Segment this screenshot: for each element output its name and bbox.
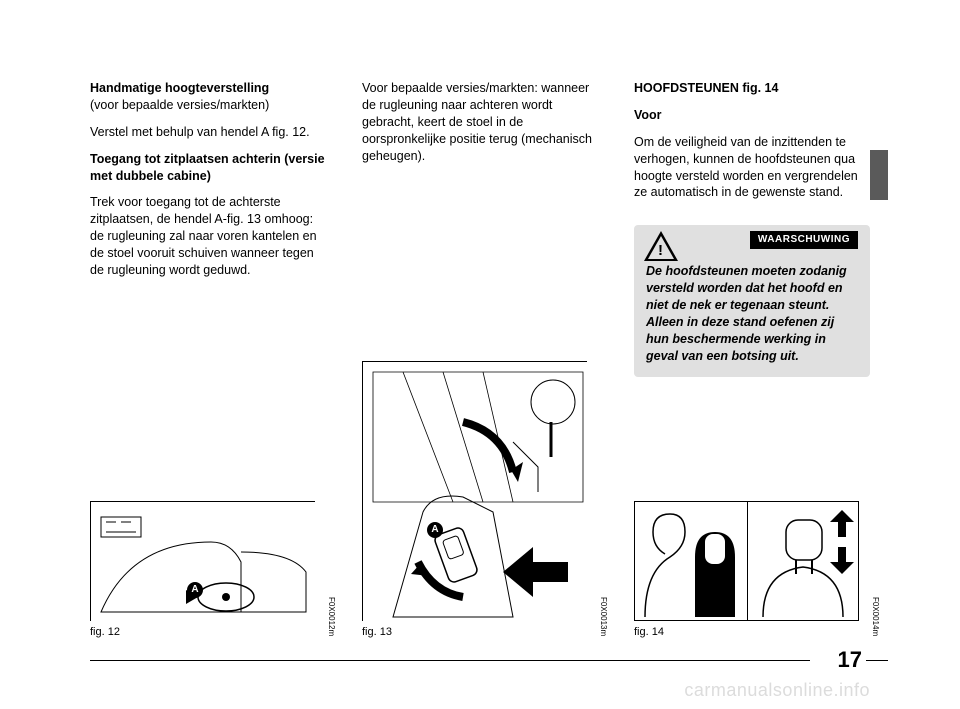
column-1: Handmatige hoogteverstelling (voor bepaa… xyxy=(90,80,326,640)
content-columns: Handmatige hoogteverstelling (voor bepaa… xyxy=(90,80,870,640)
warning-triangle-icon: ! xyxy=(644,231,678,261)
warning-box: ! WAARSCHUWING De hoofdsteunen moeten zo… xyxy=(634,225,870,376)
bottom-rule-right xyxy=(866,660,888,661)
figure-14-code: F0X0014m xyxy=(869,597,880,636)
figure-13: A xyxy=(362,361,587,621)
figure-12-wrap: A F0X0012m fig. 12 xyxy=(90,501,326,640)
figure-14-right xyxy=(748,502,860,620)
section-tab xyxy=(870,150,888,200)
figure-13-art xyxy=(363,362,588,622)
col3-heading-2: Voor xyxy=(634,107,870,124)
figure-12-art xyxy=(91,502,316,622)
col1-para-2: Trek voor toegang tot de achterste zitpl… xyxy=(90,194,326,278)
warning-text: De hoofdsteunen moeten zodanig versteld … xyxy=(646,263,858,364)
figure-12-caption: fig. 12 xyxy=(90,625,120,640)
col2-para-1: Voor bepaalde versies/markten: wanneer d… xyxy=(362,80,598,164)
figure-12: A xyxy=(90,501,315,621)
page-number: 17 xyxy=(838,647,862,673)
col1-heading-1-sub: (voor bepaalde versies/markten) xyxy=(90,98,269,112)
figure-13-wrap: A F0X0013m fig. 13 xyxy=(362,361,598,640)
column-3: HOOFDSTEUNEN fig. 14 Voor Om de veilighe… xyxy=(634,80,870,640)
col3-heading-1: HOOFDSTEUNEN fig. 14 xyxy=(634,80,870,97)
watermark-text: carmanualsonline.info xyxy=(684,680,870,701)
warning-label: WAARSCHUWING xyxy=(750,231,858,249)
figure-12-code: F0X0012m xyxy=(325,597,336,636)
col1-heading-1: Handmatige hoogteverstelling (voor bepaa… xyxy=(90,80,326,114)
col1-para-1: Verstel met behulp van hendel A fig. 12. xyxy=(90,124,326,141)
col1-heading-1-bold: Handmatige hoogteverstelling xyxy=(90,81,269,95)
col3-para-1: Om de veiligheid van de inzittenden te v… xyxy=(634,134,870,202)
figure-14-caption: fig. 14 xyxy=(634,625,664,640)
figure-14 xyxy=(634,501,859,621)
figure-13-code: F0X0013m xyxy=(597,597,608,636)
manual-page: Handmatige hoogteverstelling (voor bepaa… xyxy=(0,0,960,709)
col1-heading-2: Toegang tot zitplaatsen achterin (versie… xyxy=(90,151,326,185)
figure-13-caption: fig. 13 xyxy=(362,625,392,640)
figure-14-left xyxy=(635,502,748,620)
bottom-rule-left xyxy=(90,660,810,661)
column-2: Voor bepaalde versies/markten: wanneer d… xyxy=(362,80,598,640)
figure-14-wrap: F0X0014m fig. 14 xyxy=(634,501,870,640)
